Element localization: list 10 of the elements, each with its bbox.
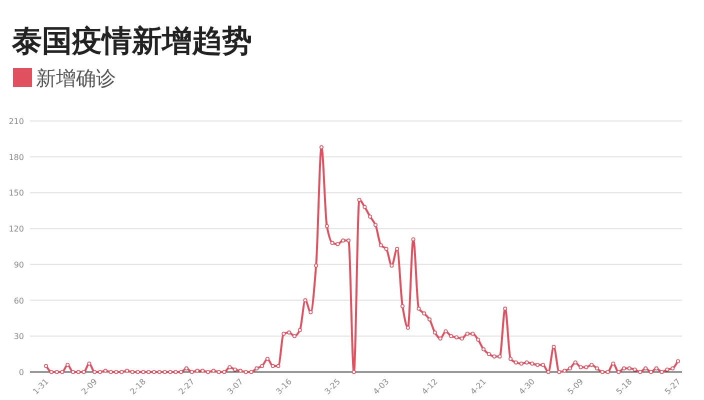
y-tick-label: 120 bbox=[8, 224, 24, 234]
y-tick-label: 150 bbox=[8, 188, 24, 198]
y-tick-label: 60 bbox=[14, 296, 24, 306]
y-tick-label: 210 bbox=[8, 117, 24, 126]
y-tick-label: 30 bbox=[14, 332, 24, 342]
y-tick-label: 90 bbox=[14, 260, 24, 270]
y-tick-label: 180 bbox=[8, 152, 24, 162]
y-tick-label: 0 bbox=[18, 368, 24, 377]
legend-label: 新增确诊 bbox=[36, 66, 116, 90]
chart-title: 泰国疫情新增趋势 bbox=[11, 24, 252, 59]
